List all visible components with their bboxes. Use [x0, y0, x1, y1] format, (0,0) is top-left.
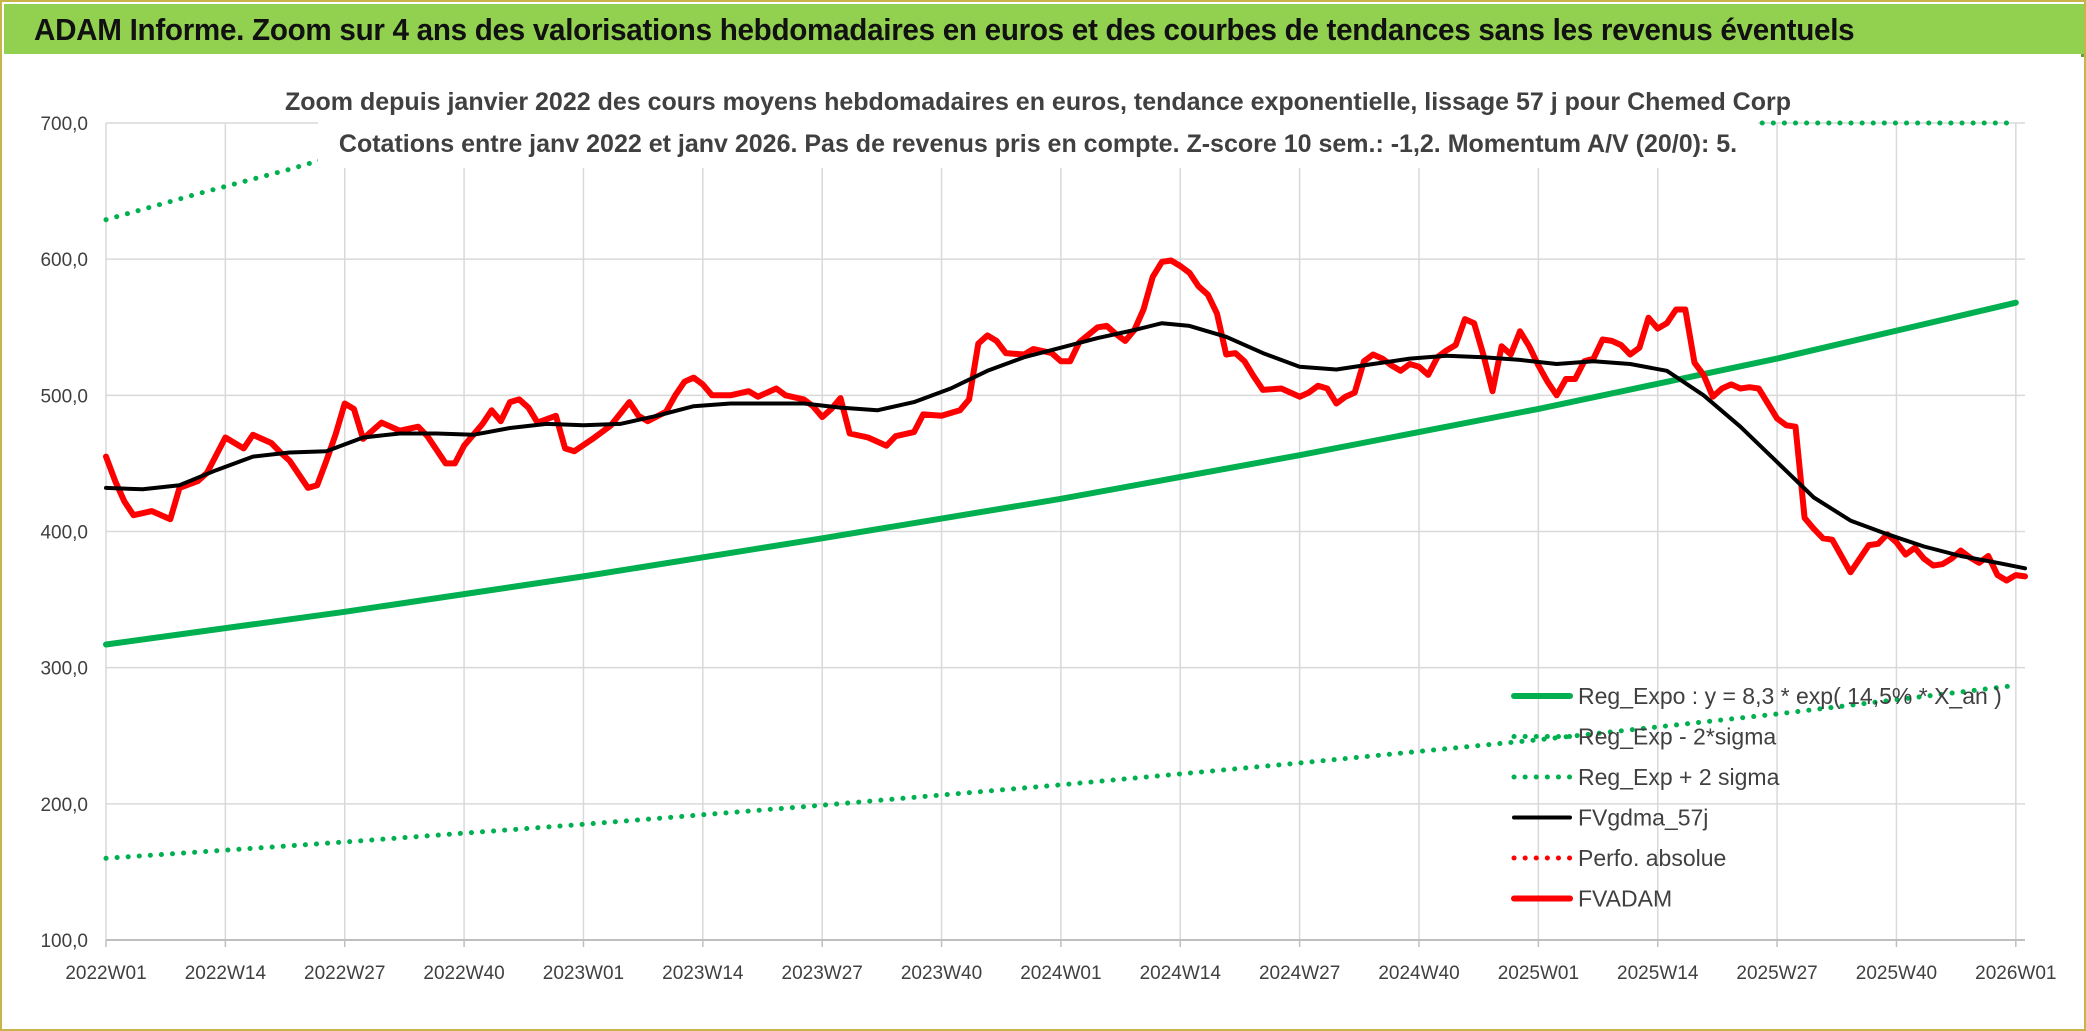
x-tick-label: 2025W27	[1736, 963, 1817, 984]
x-tick-label: 2023W14	[662, 963, 744, 984]
header-bar: ADAM Informe. Zoom sur 4 ans des valoris…	[4, 4, 2084, 57]
legend-label: FVgdma_57j	[1578, 805, 1708, 831]
x-tick-label: 2024W27	[1259, 963, 1340, 984]
series-layer	[103, 120, 2028, 861]
series-line-fvadam	[103, 257, 2028, 584]
legend-label: FVADAM	[1578, 886, 1672, 912]
x-tick-label: 2023W01	[543, 963, 624, 984]
x-tick-label: 2024W01	[1020, 963, 1101, 984]
x-tick-label: 2025W40	[1856, 963, 1937, 984]
x-tick-label: 2026W01	[1975, 963, 2056, 984]
chart-area	[3, 54, 2081, 1026]
x-tick-label: 2022W14	[185, 963, 267, 984]
y-tick-label: 100,0	[40, 931, 88, 952]
y-tick-label: 200,0	[40, 795, 88, 816]
y-tick-label: 600,0	[40, 250, 88, 271]
y-tick-label: 700,0	[40, 114, 88, 135]
x-tick-label: 2025W14	[1617, 963, 1699, 984]
legend-label: Reg_Exp + 2 sigma	[1578, 764, 1780, 790]
chart-subtitle: Cotations entre janv 2022 et janv 2026. …	[339, 130, 1737, 158]
legend-label: Reg_Exp - 2*sigma	[1578, 724, 1776, 750]
y-tick-label: 300,0	[40, 659, 88, 680]
chart-title: Zoom depuis janvier 2022 des cours moyen…	[285, 88, 1791, 116]
x-tick-label: 2022W27	[304, 963, 385, 984]
report-title: ADAM Informe. Zoom sur 4 ans des valoris…	[34, 12, 1855, 47]
y-tick-label: 500,0	[40, 386, 88, 407]
series-line-reg_exp	[103, 682, 2019, 861]
y-tick-label: 400,0	[40, 523, 88, 544]
x-tick-label: 2022W40	[423, 963, 504, 984]
title-background	[318, 78, 1758, 168]
axis-layer: 100,0 200,0 300,0 400,0 500,0 600,0 700,0 2022W…	[40, 114, 2056, 984]
series-line-reg_expo	[103, 299, 2019, 648]
x-tick-label: 2024W40	[1378, 963, 1459, 984]
legend-label: Perfo. absolue	[1578, 845, 1726, 871]
legend-label: Reg_Expo : y = 8,3 * exp( 14,5% * X_an )	[1578, 683, 2002, 709]
x-tick-label: 2024W14	[1140, 963, 1222, 984]
x-tick-label: 2025W01	[1498, 963, 1579, 984]
x-tick-label: 2023W40	[901, 963, 982, 984]
series-line-fvgdma_57j	[104, 321, 2027, 571]
series-line-reg_exp	[103, 120, 2019, 223]
chart-title-block: Zoom depuis janvier 2022 des cours moyen…	[285, 78, 1791, 168]
legend: Reg_Expo : y = 8,3 * exp( 14,5% * X_an )…	[1511, 683, 2002, 912]
x-tick-label: 2022W01	[65, 963, 146, 984]
x-tick-label: 2023W27	[782, 963, 863, 984]
